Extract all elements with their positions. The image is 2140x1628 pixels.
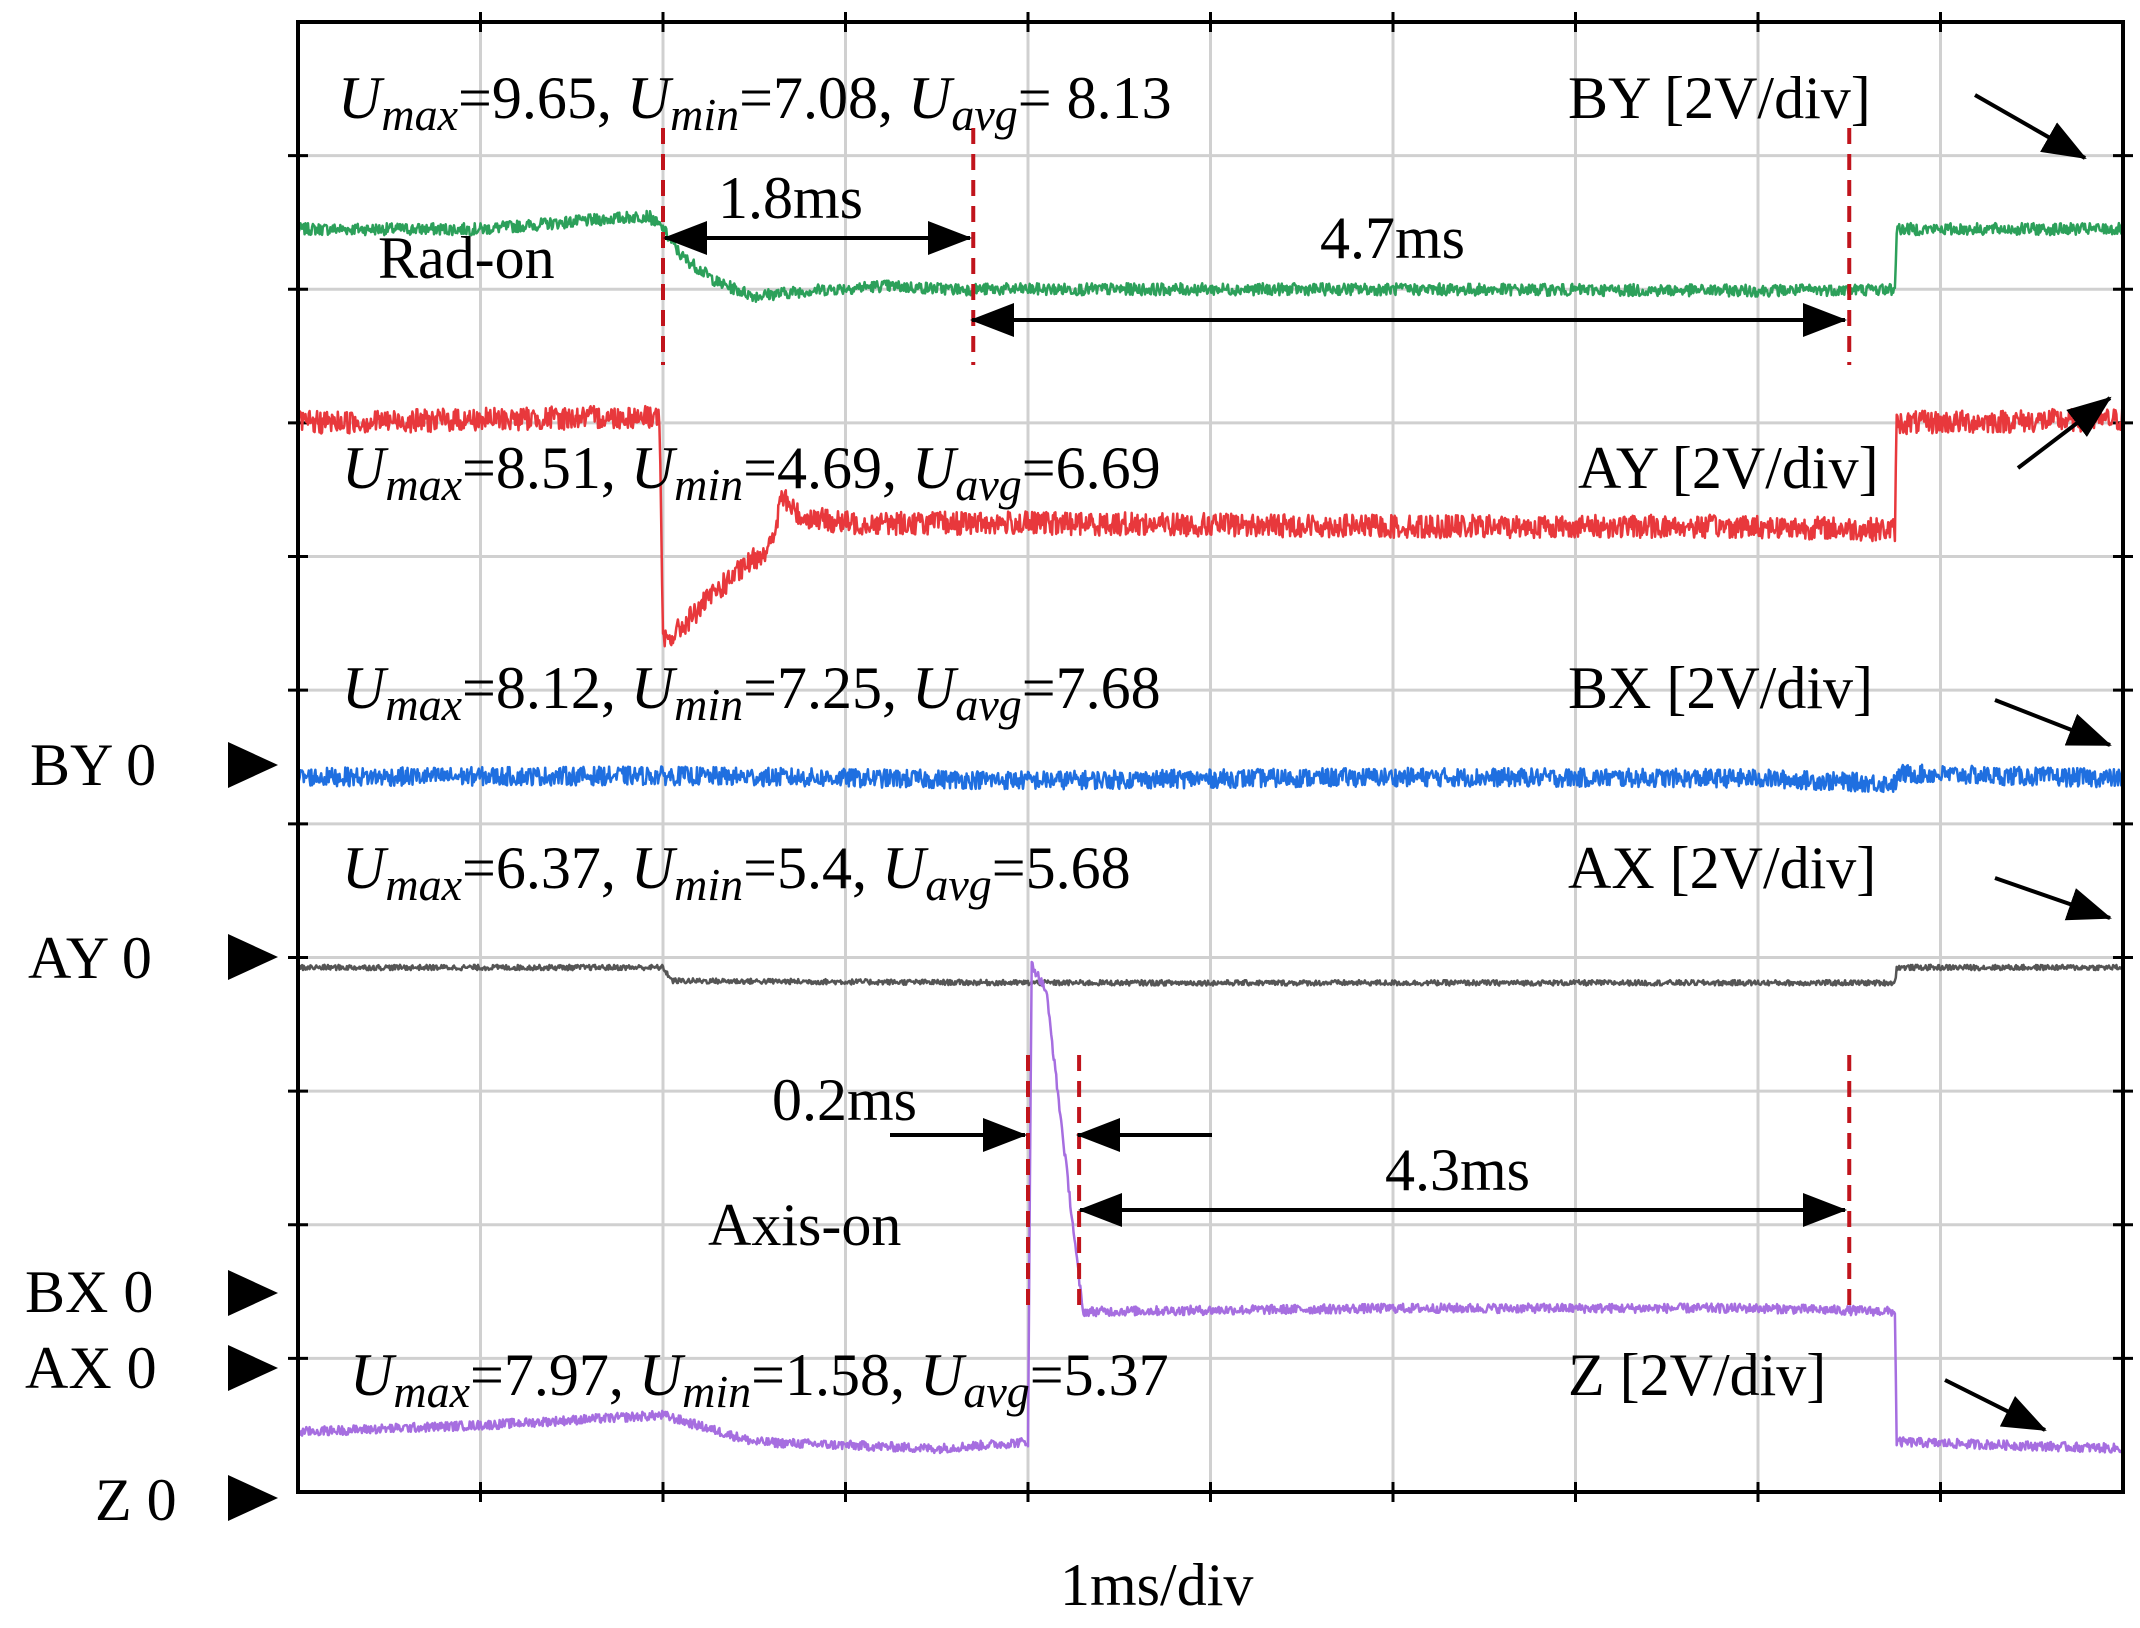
ground-marker-ax: AX 0 (25, 1335, 278, 1401)
plot-grid (288, 12, 2133, 1502)
ground-marker-z: Z 0 (95, 1467, 278, 1533)
stats-label-bx: Umax=8.12, Umin=7.25, Uavg=7.68 (342, 655, 1161, 730)
pointer-arrow-ax (1994, 876, 2112, 921)
svg-text:AY 0: AY 0 (28, 925, 152, 991)
stats-label-ax: Umax=6.37, Umin=5.4, Uavg=5.68 (342, 835, 1131, 910)
channel-label-by: BY [2V/div] (1568, 65, 1871, 131)
svg-text:Z 0: Z 0 (95, 1467, 177, 1533)
channel-label-ax: AX [2V/div] (1568, 835, 1876, 901)
ground-marker-bx: BX 0 (25, 1259, 278, 1325)
svg-text:Umax=6.37, Umin=5.4, Uavg=5.68: Umax=6.37, Umin=5.4, Uavg=5.68 (342, 835, 1131, 910)
trace-by (296, 209, 2125, 303)
svg-text:Umax=7.97, Umin=1.58, Uavg=5.3: Umax=7.97, Umin=1.58, Uavg=5.37 (350, 1342, 1169, 1417)
pointer-arrow-bx (1994, 698, 2112, 747)
interval-label-2: 4.7ms (1320, 205, 1465, 271)
interval-label-1: 1.8ms (718, 165, 863, 231)
interval-label-4: 4.3ms (1385, 1137, 1530, 1203)
channel-label-bx: BX [2V/div] (1568, 655, 1873, 721)
pointer-arrow-by (1974, 93, 2087, 160)
interval-label-3: 0.2ms (772, 1067, 917, 1133)
rad-on-label: Rad-on (378, 225, 555, 291)
trace-layer (296, 209, 2125, 1455)
channel-label-ay: AY [2V/div] (1578, 435, 1879, 501)
pointer-arrow-ay (2016, 396, 2112, 470)
svg-text:Umax=9.65, Umin=7.08, Uavg= 8.: Umax=9.65, Umin=7.08, Uavg= 8.13 (338, 65, 1172, 140)
x-axis-label: 1ms/div (1060, 1552, 1253, 1618)
ground-marker-by: BY 0 (30, 732, 278, 798)
axis-on-label: Axis-on (708, 1192, 901, 1258)
stats-label-by: Umax=9.65, Umin=7.08, Uavg= 8.13 (338, 65, 1172, 140)
trace-bx (296, 763, 2125, 794)
trace-ax (297, 963, 2125, 987)
channel-label-z: Z [2V/div] (1568, 1342, 1826, 1408)
trace-ay (296, 404, 2125, 648)
svg-text:Umax=8.12, Umin=7.25, Uavg=7.6: Umax=8.12, Umin=7.25, Uavg=7.68 (342, 655, 1161, 730)
trace-z (296, 960, 2125, 1455)
stats-label-ay: Umax=8.51, Umin=4.69, Uavg=6.69 (342, 435, 1161, 510)
pointer-arrow-z (1944, 1378, 2047, 1432)
svg-text:AX 0: AX 0 (25, 1335, 157, 1401)
svg-text:BX 0: BX 0 (25, 1259, 153, 1325)
svg-text:BY 0: BY 0 (30, 732, 156, 798)
plot-frame (296, 20, 2125, 1494)
svg-text:Umax=8.51, Umin=4.69, Uavg=6.6: Umax=8.51, Umin=4.69, Uavg=6.69 (342, 435, 1161, 510)
ground-marker-ay: AY 0 (28, 925, 278, 991)
stats-label-z: Umax=7.97, Umin=1.58, Uavg=5.37 (350, 1342, 1169, 1417)
